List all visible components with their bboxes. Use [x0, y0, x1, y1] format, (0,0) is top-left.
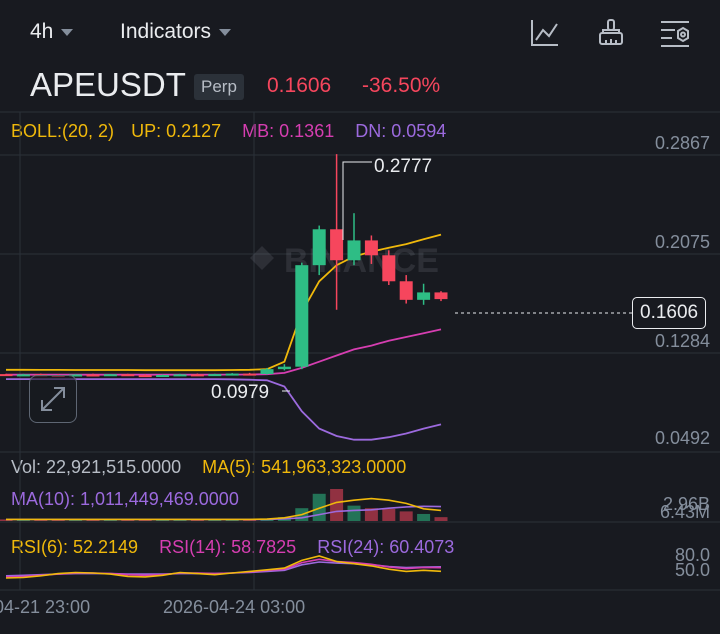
- candle-body: [0, 374, 13, 377]
- candle-body: [382, 255, 396, 282]
- low-annotation: 0.0979: [211, 382, 269, 403]
- price-tick-1: 0.2075: [654, 232, 710, 252]
- watermark-logo: BINANCE: [250, 242, 439, 280]
- perp-badge: Perp: [194, 74, 244, 100]
- candle-body: [260, 369, 274, 374]
- price-tick-2: 0.1284: [654, 331, 710, 351]
- candle-body: [121, 374, 135, 377]
- chart-line-icon[interactable]: [528, 16, 562, 50]
- expand-button[interactable]: [29, 375, 77, 423]
- candle-body: [295, 265, 309, 367]
- boll-dn: DN: 0.0594: [355, 121, 447, 141]
- brush-icon[interactable]: [594, 16, 628, 50]
- time-label-0: 04-21 23:00: [0, 597, 91, 617]
- volume-bar: [382, 508, 396, 521]
- candle-body: [312, 229, 326, 266]
- settings-icon[interactable]: [658, 16, 692, 50]
- candle-body: [330, 229, 344, 261]
- rsi6-value: RSI(6): 52.2149: [11, 537, 139, 557]
- candle-body: [399, 281, 413, 300]
- svg-text:BINANCE: BINANCE: [284, 242, 439, 280]
- expand-icon: [41, 387, 65, 411]
- volume-max-label: 2.96B: [662, 494, 710, 514]
- candle-body: [417, 292, 431, 300]
- rsi14-value: RSI(14): 58.7825: [159, 537, 297, 557]
- boll-mb-line: [6, 328, 442, 376]
- candle-body: [277, 366, 291, 370]
- volume-bar: [434, 517, 448, 521]
- volume-ma5-line: [6, 497, 442, 521]
- candle-body: [190, 374, 204, 377]
- volume-bar: [364, 508, 378, 521]
- candle-body: [225, 373, 239, 376]
- candle-body: [103, 374, 117, 377]
- symbol-title: APEUSDT: [30, 66, 186, 103]
- candle-body: [156, 374, 170, 377]
- vol-value: Vol: 22,921,515.0000: [11, 457, 182, 477]
- chart-grid: [0, 111, 720, 591]
- boll-params: BOLL:(20, 2): [11, 121, 115, 141]
- candle-body: [86, 374, 100, 377]
- volume-bar: [399, 511, 413, 521]
- candle-body: [16, 374, 30, 377]
- interval-label: 4h: [30, 20, 54, 43]
- vol-ma5: MA(5): 541,963,323.0000: [202, 457, 407, 477]
- price-tick-3: 0.0492: [654, 428, 710, 448]
- current-price-tag: 0.1606: [632, 297, 707, 329]
- rsi24-value: RSI(24): 60.4073: [317, 537, 455, 557]
- volume-min-label: 6.43M: [659, 502, 710, 522]
- indicators-dropdown[interactable]: Indicators: [120, 20, 232, 44]
- rsi-50-label: 50.0: [674, 560, 710, 580]
- boll-up: UP: 0.2127: [131, 121, 222, 141]
- price-change: -36.50%: [362, 74, 441, 97]
- candle-body: [364, 240, 378, 256]
- candle-body: [208, 374, 222, 377]
- rsi-legend[interactable]: RSI(6): 52.2149 RSI(14): 58.7825 RSI(24)…: [11, 537, 454, 558]
- interval-dropdown[interactable]: 4h: [30, 20, 74, 44]
- candle-body: [243, 373, 257, 376]
- time-label-1: 2026-04-24 03:00: [163, 597, 306, 617]
- candle-body: [173, 374, 187, 377]
- boll-mb: MB: 0.1361: [242, 121, 335, 141]
- vol-ma10: MA(10): 1,011,449,469.0000: [11, 489, 239, 509]
- candle-body: [69, 374, 83, 377]
- chevron-down-icon: [219, 28, 232, 36]
- last-price: 0.1606: [267, 74, 332, 97]
- chevron-down-icon: [61, 28, 74, 36]
- candle-body: [138, 375, 152, 378]
- volume-legend[interactable]: Vol: 22,921,515.0000 MA(5): 541,963,323.…: [11, 457, 406, 478]
- candle-body: [347, 240, 361, 261]
- rsi-80-label: 80.0: [674, 545, 710, 565]
- candle-body: [434, 292, 448, 300]
- volume-bar: [417, 513, 431, 521]
- price-tick-0: 0.2867: [654, 133, 710, 153]
- indicators-label: Indicators: [120, 20, 212, 43]
- boll-legend[interactable]: BOLL:(20, 2) UP: 0.2127 MB: 0.1361 DN: 0…: [11, 121, 446, 142]
- volume-bar: [347, 505, 361, 521]
- volume-bar: [330, 489, 344, 521]
- high-annotation: 0.2777: [374, 156, 432, 177]
- rsi6-line: [5, 555, 442, 579]
- boll-dn-line: [6, 378, 442, 441]
- high-annotation-line: [342, 161, 372, 240]
